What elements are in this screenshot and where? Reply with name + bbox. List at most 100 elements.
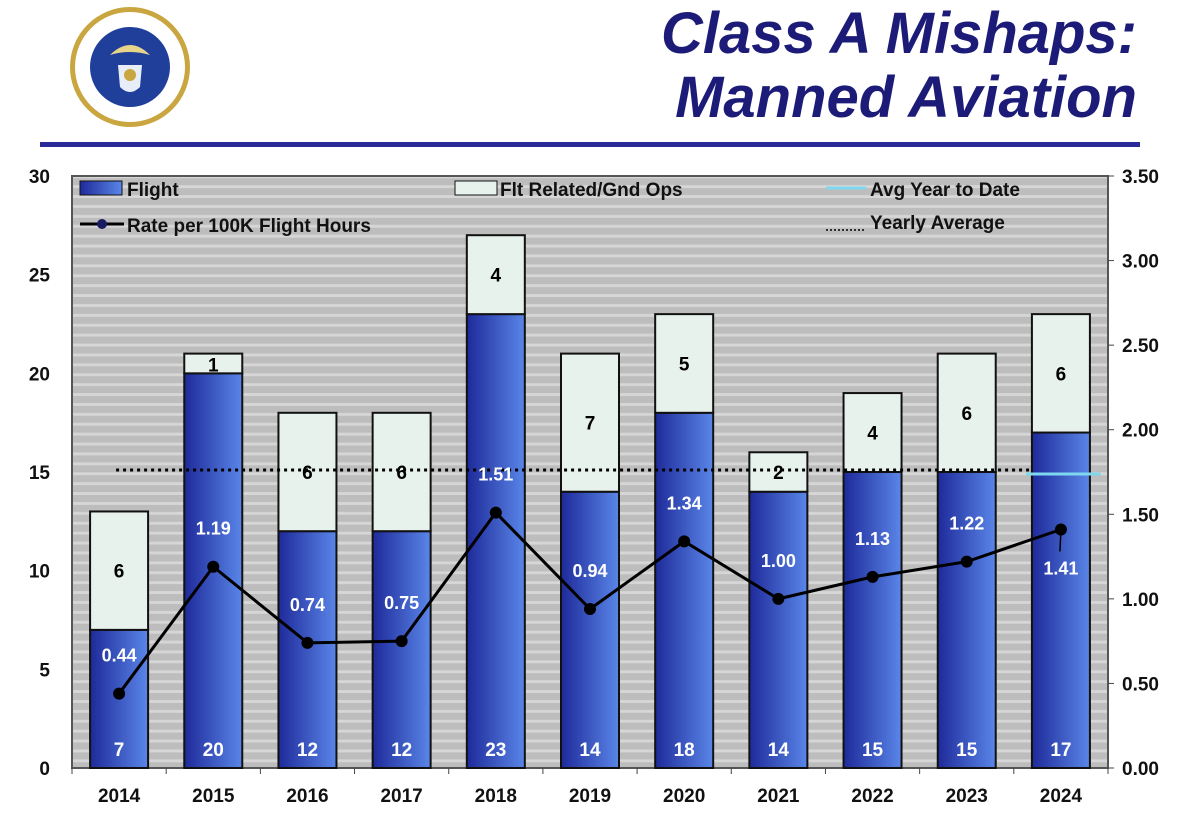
y-tick-label: 10	[29, 562, 50, 583]
bar-flt-related	[560, 352, 620, 493]
bar-flt-related	[89, 510, 150, 631]
bar-flt-related	[183, 352, 244, 375]
bar-flight	[748, 490, 809, 769]
rate-value-label: 1.22	[949, 514, 984, 534]
rate-point	[395, 635, 408, 648]
x-tick-label: 2017	[380, 786, 422, 807]
flt-related-value-label: 6	[396, 463, 407, 484]
flight-value-label: 18	[674, 740, 695, 761]
bar-flt-related	[371, 411, 432, 533]
bar-flight	[936, 471, 997, 769]
rate-point	[113, 687, 126, 700]
y2-tick-label: 1.50	[1122, 505, 1159, 526]
x-tick-label: 2022	[851, 786, 893, 807]
bar-flt-related	[936, 352, 997, 474]
legend-label-rate: Rate per 100K Flight Hours	[127, 216, 371, 237]
y2-tick-label: 2.00	[1122, 421, 1159, 442]
rate-value-label: 0.44	[102, 646, 137, 666]
y2-tick-label: 1.00	[1122, 590, 1159, 611]
flt-related-value-label: 4	[491, 266, 502, 287]
rate-point	[301, 636, 314, 649]
x-tick-label: 2024	[1040, 786, 1083, 807]
y2-tick-label: 0.50	[1122, 674, 1159, 695]
rate-point	[678, 535, 691, 548]
rate-value-label: 1.41	[1043, 559, 1078, 579]
rate-point	[489, 506, 502, 519]
y-tick-label: 20	[29, 364, 50, 385]
flight-value-label: 14	[579, 740, 601, 761]
rate-value-label: 1.34	[667, 493, 702, 513]
x-tick-label: 2018	[475, 786, 517, 807]
y-tick-label: 0	[39, 759, 50, 780]
y2-tick-label: 3.50	[1122, 167, 1159, 188]
flight-value-label: 7	[114, 740, 125, 761]
legend-label-flight: Flight	[127, 180, 179, 201]
flt-related-value-label: 2	[773, 463, 784, 484]
flight-value-label: 12	[391, 740, 412, 761]
bar-flight	[842, 471, 903, 769]
title-divider	[40, 142, 1140, 147]
legend-swatch-flt-related	[454, 180, 498, 196]
y2-tick-label: 2.50	[1122, 336, 1159, 357]
legend-label-avg-ytd: Avg Year to Date	[870, 180, 1020, 201]
flt-related-value-label: 1	[208, 355, 219, 376]
flight-value-label: 15	[862, 740, 884, 761]
rate-value-label: 1.13	[855, 529, 890, 549]
y-tick-label: 15	[29, 463, 51, 484]
x-tick-label: 2023	[946, 786, 988, 807]
flight-value-label: 15	[956, 740, 978, 761]
bar-flight	[277, 530, 338, 770]
bar-flt-related	[277, 411, 338, 533]
legend-label-yearly-average: Yearly Average	[870, 213, 1005, 234]
flight-value-label: 14	[768, 740, 790, 761]
bar-flt-related	[748, 451, 809, 493]
flight-value-label: 20	[203, 740, 224, 761]
page-title: Class A Mishaps: Manned Aviation	[661, 2, 1137, 130]
rate-value-label: 1.51	[478, 465, 513, 485]
x-tick-label: 2015	[192, 786, 235, 807]
y2-tick-label: 0.00	[1122, 759, 1159, 780]
x-tick-label: 2019	[569, 786, 611, 807]
flt-related-value-label: 6	[114, 562, 125, 583]
x-tick-label: 2014	[98, 786, 141, 807]
rate-point	[584, 603, 596, 616]
title-line-2: Manned Aviation	[675, 65, 1137, 130]
rate-value-label: 0.75	[384, 593, 419, 613]
rate-label-leader	[1059, 529, 1062, 552]
rate-value-label: 0.94	[572, 561, 607, 581]
bar-flt-related	[842, 392, 903, 474]
x-tick-label: 2021	[757, 786, 800, 807]
bar-flt-related	[465, 234, 526, 316]
flt-related-value-label: 6	[302, 463, 313, 484]
bar-flight	[1030, 431, 1091, 769]
y2-tick-label: 3.00	[1122, 252, 1159, 273]
flt-related-value-label: 5	[679, 354, 690, 375]
bar-flight	[654, 411, 715, 769]
rate-value-label: 1.00	[761, 551, 796, 571]
bar-flt-related	[1030, 313, 1091, 434]
x-tick-label: 2016	[286, 786, 328, 807]
flt-related-value-label: 7	[585, 414, 596, 435]
flight-value-label: 23	[485, 740, 506, 761]
bar-flt-related	[654, 313, 715, 414]
rate-value-label: 1.19	[196, 519, 231, 539]
flt-related-value-label: 6	[1056, 364, 1067, 385]
rate-point	[207, 560, 220, 573]
y-tick-label: 30	[29, 167, 50, 188]
rate-point	[772, 592, 785, 605]
flight-value-label: 17	[1050, 740, 1071, 761]
title-line-1: Class A Mishaps:	[661, 1, 1137, 66]
flt-related-value-label: 4	[867, 424, 878, 445]
rate-point	[960, 555, 973, 568]
flight-value-label: 12	[297, 740, 318, 761]
y-tick-label: 25	[29, 266, 51, 287]
x-tick-label: 2020	[663, 786, 705, 807]
legend-swatch-flight	[79, 180, 123, 196]
flt-related-value-label: 6	[961, 404, 972, 425]
air-force-seal-logo	[68, 5, 192, 134]
rate-point	[866, 570, 879, 583]
bar-flight	[560, 490, 620, 769]
bar-flight	[371, 530, 432, 770]
legend-label-flt-related: Flt Related/Gnd Ops	[500, 180, 683, 201]
